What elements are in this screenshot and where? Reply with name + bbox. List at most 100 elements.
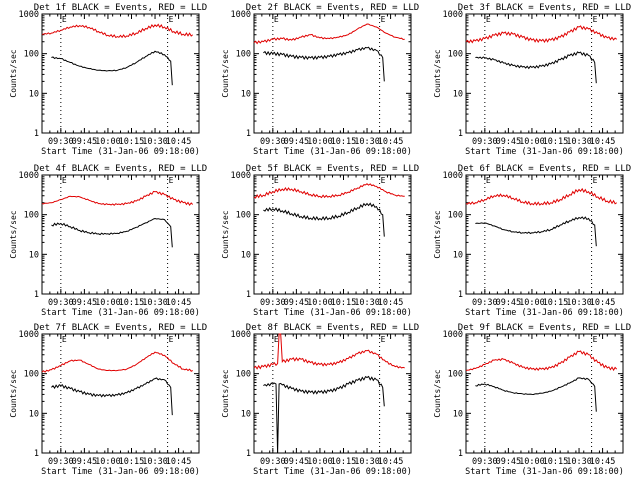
event-marker-label: E (274, 335, 279, 344)
x-tick-label: 10:45 (166, 298, 192, 308)
x-tick-label: 09:30 (48, 137, 74, 147)
y-tick-label: 10 (241, 250, 251, 260)
x-tick-label: 10:15 (119, 457, 145, 467)
x-tick-label: 10:00 (307, 457, 333, 467)
events-series-line (263, 202, 385, 237)
events-series-line (51, 217, 173, 248)
y-tick-label: 1 (246, 290, 251, 300)
y-axis-label: Counts/sec (433, 369, 442, 417)
x-tick-label: 10:45 (166, 457, 192, 467)
y-tick-label: 1 (458, 129, 463, 139)
x-tick-label: 10:00 (519, 298, 545, 308)
y-axis-label: Counts/sec (433, 210, 442, 258)
event-marker-label: E (62, 15, 67, 24)
events-series-line (475, 51, 597, 84)
x-tick-label: 10:30 (142, 298, 168, 308)
events-series-line (51, 377, 173, 416)
chart-panel: Det 1f BLACK = Events, RED = LLD 1 10 100 10… (9, 3, 207, 157)
event-marker-label: E (62, 335, 67, 344)
event-marker-label: E (486, 176, 491, 185)
x-tick-label: 09:30 (472, 298, 498, 308)
x-tick-label: 09:30 (260, 457, 286, 467)
x-tick-label: 10:30 (142, 457, 168, 467)
y-tick-label: 100 (448, 50, 463, 60)
y-tick-label: 10 (29, 89, 39, 99)
lld-series-line (253, 183, 405, 199)
x-axis-label: Start Time (31-Jan-06 09:18:00) (253, 147, 412, 157)
x-axis-label: Start Time (31-Jan-06 09:18:00) (465, 147, 624, 157)
x-tick-label: 10:15 (331, 457, 357, 467)
y-tick-label: 10 (453, 89, 463, 99)
x-tick-label: 10:45 (590, 137, 616, 147)
x-tick-label: 10:30 (566, 137, 592, 147)
x-axis-label: Start Time (31-Jan-06 09:18:00) (253, 467, 412, 477)
x-tick-label: 10:15 (543, 298, 569, 308)
x-tick-label: 09:30 (48, 457, 74, 467)
y-tick-label: 100 (24, 50, 39, 60)
y-tick-label: 10 (453, 409, 463, 419)
chart-title: Det 3f BLACK = Events, RED = LLD (458, 3, 631, 13)
event-marker-label: E (381, 335, 386, 344)
x-tick-label: 10:15 (331, 298, 357, 308)
chart-title: Det 8f BLACK = Events, RED = LLD (246, 323, 419, 333)
x-axis-label: Start Time (31-Jan-06 09:18:00) (41, 467, 200, 477)
lld-series-line (253, 333, 405, 370)
y-axis-label: Counts/sec (9, 369, 18, 417)
event-marker-label: E (593, 176, 598, 185)
x-tick-label: 10:45 (590, 298, 616, 308)
x-tick-label: 09:30 (472, 457, 498, 467)
y-tick-label: 100 (448, 211, 463, 221)
plot-frame (41, 13, 200, 134)
x-tick-label: 10:15 (331, 137, 357, 147)
events-series-line (51, 50, 173, 86)
x-tick-label: 10:30 (566, 457, 592, 467)
x-tick-label: 10:00 (519, 137, 545, 147)
chart-title: Det 2f BLACK = Events, RED = LLD (246, 3, 419, 13)
x-tick-label: 09:45 (284, 457, 310, 467)
x-tick-label: 10:15 (119, 298, 145, 308)
x-tick-label: 10:30 (354, 457, 380, 467)
x-axis-label: Start Time (31-Jan-06 09:18:00) (41, 308, 200, 318)
event-marker-label: E (274, 176, 279, 185)
event-marker-label: E (274, 15, 279, 24)
x-tick-label: 09:45 (496, 457, 522, 467)
chart-title: Det 4f BLACK = Events, RED = LLD (34, 164, 207, 174)
x-tick-label: 10:00 (95, 137, 121, 147)
y-tick-label: 100 (448, 370, 463, 380)
y-tick-label: 100 (236, 50, 251, 60)
plot-frame (465, 13, 624, 134)
lld-series-line (41, 190, 194, 206)
x-tick-label: 10:15 (119, 137, 145, 147)
x-axis-label: Start Time (31-Jan-06 09:18:00) (253, 308, 412, 318)
y-tick-label: 1 (246, 129, 251, 139)
chart-title: Det 9f BLACK = Events, RED = LLD (458, 323, 631, 333)
y-tick-label: 1000 (443, 10, 463, 20)
y-axis-label: Counts/sec (9, 49, 18, 97)
y-tick-label: 100 (236, 211, 251, 221)
events-series-line (475, 216, 597, 247)
y-tick-label: 10 (241, 89, 251, 99)
y-tick-label: 10 (29, 409, 39, 419)
x-axis-label: Start Time (31-Jan-06 09:18:00) (465, 308, 624, 318)
events-series-line (263, 375, 385, 454)
y-tick-label: 1000 (231, 10, 251, 20)
y-tick-label: 1000 (19, 330, 39, 340)
chart-panel: Det 2f BLACK = Events, RED = LLD 1 10 100 10… (221, 3, 419, 157)
y-tick-label: 1 (34, 290, 39, 300)
chart-panel: Det 6f BLACK = Events, RED = LLD 1 10 100 10… (433, 164, 631, 318)
event-marker-label: E (169, 15, 174, 24)
chart-panel: Det 9f BLACK = Events, RED = LLD 1 10 100 10… (433, 323, 631, 477)
plot-frame (465, 174, 624, 295)
y-tick-label: 1 (246, 449, 251, 459)
y-tick-label: 10 (453, 250, 463, 260)
lld-series-line (465, 25, 617, 44)
y-axis-label: Counts/sec (221, 210, 230, 258)
lld-series-line (465, 350, 618, 372)
chart-panel: Det 8f BLACK = Events, RED = LLD 1 10 100 10… (221, 323, 419, 477)
x-tick-label: 09:45 (284, 298, 310, 308)
lld-series-line (253, 23, 405, 45)
y-tick-label: 1000 (19, 171, 39, 181)
y-tick-label: 1 (34, 129, 39, 139)
y-tick-label: 1000 (443, 330, 463, 340)
